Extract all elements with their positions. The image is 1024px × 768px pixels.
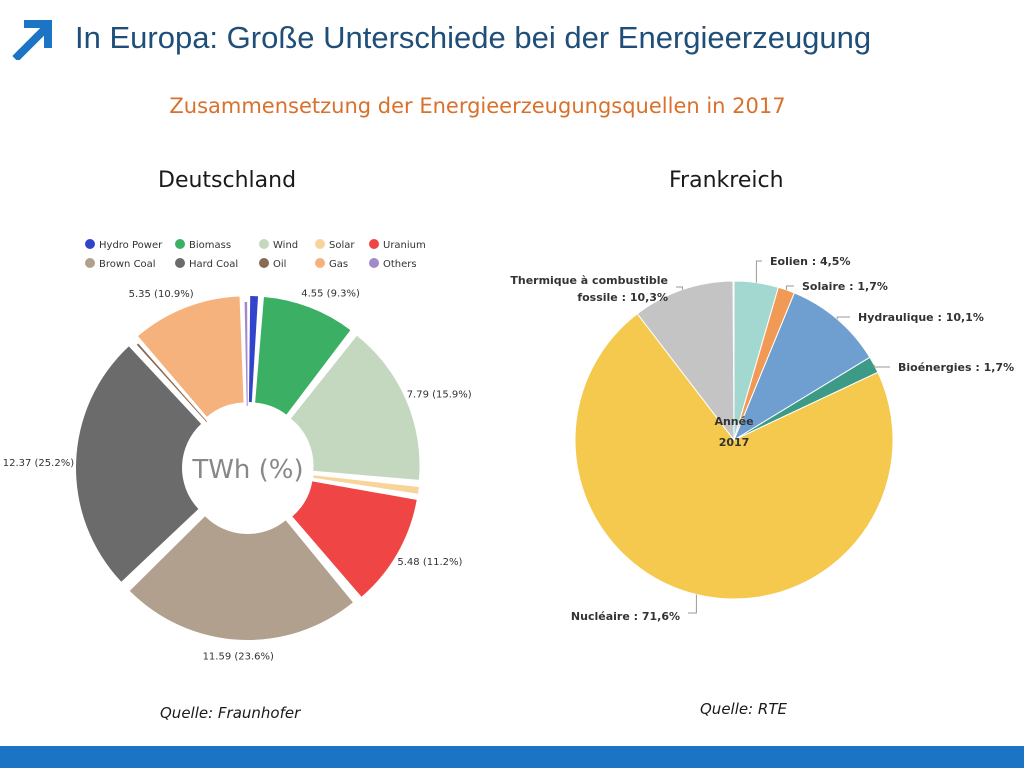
legend-marker-wind [259, 239, 269, 249]
legend-marker-gas [315, 258, 325, 268]
germany-heading: Deutschland [158, 168, 297, 193]
data-label-solaire: Solaire : 1,7% [802, 280, 888, 293]
legend-label-brown-coal: Brown Coal [99, 259, 156, 270]
germany-legend: Hydro Power Biomass Wind Solar Uranium Brown … [85, 239, 426, 270]
data-label-thermique-combustible-fossile-line2: fossile : 10,3% [577, 291, 668, 304]
data-label-bio-nergies: Bioénergies : 1,7% [898, 361, 1014, 374]
france-slices [574, 280, 894, 600]
france-pie-chart: Eolien : 4,5% Solaire : 1,7% Hydraulique :… [510, 255, 1014, 623]
slice-hydro-power [248, 296, 259, 403]
germany-slices [76, 296, 420, 640]
legend-marker-solar [315, 239, 325, 249]
data-label-gas: 5.35 (10.9%) [129, 289, 194, 300]
legend-label-biomass: Biomass [189, 240, 231, 251]
data-label-uranium: 5.48 (11.2%) [397, 557, 462, 568]
data-label-hard-coal: 12.37 (25.2%) [3, 458, 74, 469]
germany-slice-labels: 4.55 (9.3%) 7.79 (15.9%) 5.48 (11.2%) 11.59… [3, 288, 472, 662]
slice-oil [136, 343, 209, 424]
data-label-brown-coal: 11.59 (23.6%) [203, 652, 274, 663]
slide-title: In Europa: Große Unterschiede bei der En… [75, 20, 872, 55]
legend-label-wind: Wind [273, 240, 298, 251]
slide-subtitle: Zusammensetzung der Energieerzeugungsque… [169, 94, 786, 118]
leader-nucl-aire [688, 594, 697, 614]
legend-label-others: Others [383, 259, 417, 270]
slice-hydraulique [732, 292, 871, 442]
data-label-hydraulique: Hydraulique : 10,1% [858, 311, 984, 324]
legend-marker-brown-coal [85, 258, 95, 268]
legend-label-gas: Gas [329, 259, 348, 270]
data-label-biomass: 4.55 (9.3%) [301, 288, 360, 299]
france-center-label-2: 2017 [719, 436, 750, 449]
slice-brown-coal [129, 516, 353, 640]
data-label-thermique-combustible-fossile-line1: Thermique à combustible [510, 274, 668, 287]
france-source: Quelle: RTE [700, 700, 787, 718]
donut-hole [186, 406, 310, 530]
slice-nucl-aire [574, 313, 894, 600]
germany-donut-chart: Hydro Power Biomass Wind Solar Uranium Brown … [3, 239, 472, 663]
footer-bar [0, 746, 1024, 768]
data-label-eolien: Eolien : 4,5% [770, 255, 850, 268]
legend-marker-oil [259, 258, 269, 268]
legend-marker-uranium [369, 239, 379, 249]
legend-marker-hard-coal [175, 258, 185, 268]
slice-biomass [255, 296, 351, 415]
arrow-up-right-icon [12, 20, 52, 60]
leader-eolien [755, 260, 762, 283]
legend-label-oil: Oil [273, 259, 286, 270]
slice-hard-coal [76, 346, 202, 582]
france-center-label-1: Année [714, 415, 753, 428]
france-heading: Frankreich [669, 168, 784, 193]
data-label-nucl-aire: Nucléaire : 71,6% [571, 610, 680, 623]
legend-label-hydro-power: Hydro Power [99, 240, 163, 251]
legend-marker-biomass [175, 239, 185, 249]
legend-label-hard-coal: Hard Coal [189, 259, 238, 270]
legend-marker-hydro-power [85, 239, 95, 249]
data-label-wind: 7.79 (15.9%) [407, 390, 472, 401]
germany-source: Quelle: Fraunhofer [160, 704, 301, 722]
germany-center-label: TWh (%) [191, 455, 303, 485]
leader-bio-nergies [873, 364, 890, 368]
legend-marker-others [369, 258, 379, 268]
legend-label-solar: Solar [329, 240, 355, 251]
france-slice-labels: Eolien : 4,5% Solaire : 1,7% Hydraulique :… [510, 255, 1014, 623]
legend-label-uranium: Uranium [383, 240, 426, 251]
leader-hydraulique [836, 316, 850, 320]
leader-thermique-combustible-fossile [676, 286, 683, 290]
slice-uranium [292, 481, 417, 597]
slice-gas [138, 296, 244, 417]
leader-solaire [785, 285, 794, 290]
slice-solar [313, 475, 419, 494]
slice-others [244, 302, 248, 409]
slice-wind [290, 335, 420, 480]
